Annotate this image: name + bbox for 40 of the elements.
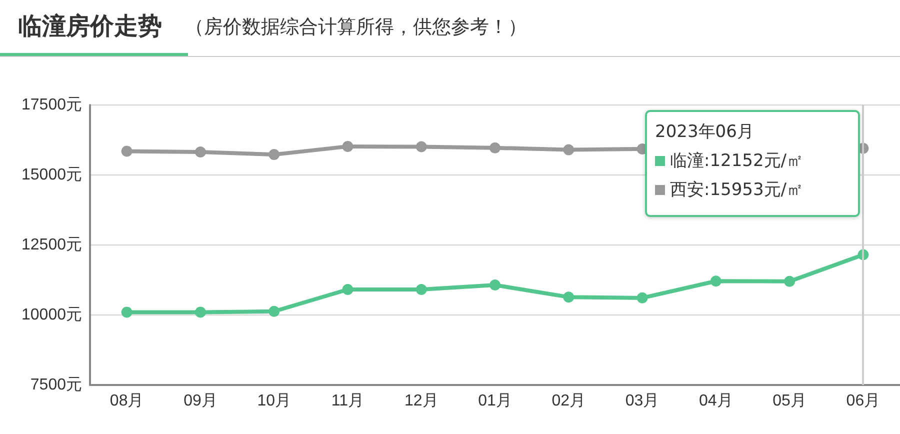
point — [490, 142, 500, 154]
y-tick-label: 10000元 — [22, 306, 82, 324]
chart-subtitle: （房价数据综合计算所得，供您参考！） — [185, 15, 527, 40]
x-tick-label: 11月 — [331, 392, 364, 410]
y-tick-label: 15000元 — [22, 166, 82, 184]
point — [342, 284, 354, 296]
point — [563, 144, 574, 156]
point — [121, 306, 132, 318]
legend-label: 临潼 — [670, 151, 704, 171]
point — [268, 149, 280, 160]
point — [194, 146, 206, 158]
annotation: :15953元/㎡ — [704, 180, 804, 200]
point — [490, 280, 500, 291]
chart-title: 临潼房价走势 — [18, 11, 162, 42]
x-tick-label: 05月 — [772, 392, 806, 410]
point — [342, 140, 354, 152]
y-tick-label: 7500元 — [30, 376, 82, 394]
x-tick-label: 06月 — [846, 392, 880, 410]
y-tick-label: 17500元 — [22, 96, 82, 114]
annotation: 2023年06月 — [655, 121, 755, 144]
x-tick-label: 12月 — [404, 392, 438, 410]
point — [563, 292, 574, 303]
x-tick-label: 08月 — [110, 392, 144, 410]
point — [636, 292, 648, 304]
x-tick-label: 04月 — [699, 392, 733, 410]
point — [121, 146, 132, 157]
point — [416, 284, 427, 296]
point — [784, 276, 796, 287]
point — [416, 141, 427, 152]
y-tick-label: 12500元 — [22, 236, 82, 254]
x-tick-label: 01月 — [478, 392, 512, 410]
x-tick-label: 02月 — [552, 392, 586, 410]
x-tick-label: 09月 — [184, 392, 218, 410]
x-tick-label: 10月 — [257, 392, 291, 410]
point — [268, 306, 280, 317]
legend-label: 西安 — [670, 180, 704, 200]
point — [194, 306, 206, 318]
point — [710, 276, 722, 287]
x-tick-label: 03月 — [625, 392, 660, 410]
annotation: :12152元/㎡ — [704, 151, 804, 171]
